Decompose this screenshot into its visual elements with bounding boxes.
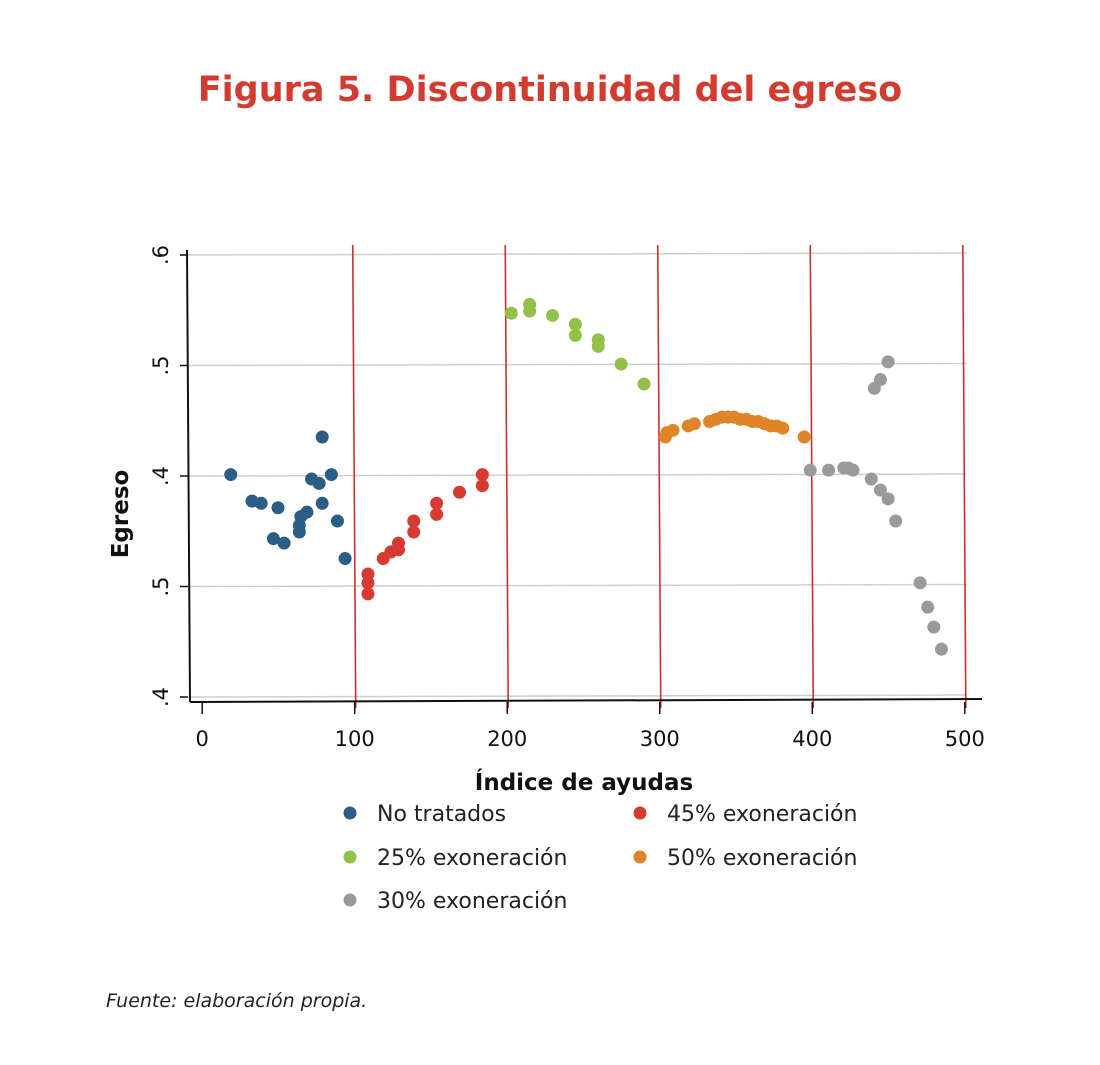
data-point [475,479,489,493]
legend-marker [343,893,357,907]
legend-marker [343,806,357,820]
data-point [934,642,948,656]
data-point [224,468,238,482]
data-point [568,328,582,342]
legend-label: 50% exoneración [667,846,857,871]
data-point [391,536,405,550]
data-point [324,468,338,482]
data-point [475,468,489,482]
x-tick-label: 300 [640,727,680,751]
data-point [338,552,352,566]
data-point [864,472,878,486]
x-tick-label: 200 [487,727,527,751]
legend-label: 30% exoneración [377,889,567,914]
data-point [430,507,444,521]
data-point [315,496,329,510]
data-point [312,476,326,490]
data-point [504,306,518,320]
legend-marker [633,850,647,864]
data-point [889,514,903,528]
data-point [913,576,927,590]
x-tick-label: 400 [792,727,832,751]
x-tick-label: 100 [335,727,375,751]
legend-marker [343,850,357,864]
data-point [873,373,887,387]
data-point [330,514,344,528]
x-axis [189,698,983,703]
y-tick-label: .4 [149,687,173,707]
data-point [277,536,291,550]
legend-label: 45% exoneración [667,802,857,827]
cutoff-line [656,244,662,709]
legend-label: No tratados [377,802,506,827]
data-point [546,308,560,322]
data-point [254,496,268,510]
cutoff-lines [351,244,967,709]
y-tick-label: .5 [149,576,173,596]
data-point [430,496,444,510]
legend-label: 25% exoneración [377,846,567,871]
data-point [927,620,941,634]
legend: No tratados 45% exoneración 25% exoneració… [343,802,857,914]
cutoff-line [504,244,510,709]
grid-line [187,473,968,477]
y-axis [186,249,191,703]
grid-lines [187,252,968,698]
data-point [315,430,329,444]
data-point [666,423,680,437]
data-point [300,505,314,519]
y-tick-label: .4 [149,466,173,486]
data-point [614,357,628,371]
data-point [881,355,895,369]
data-point [822,463,836,477]
data-points [224,297,948,656]
data-point [797,430,811,444]
cutoff-line [809,244,815,709]
data-point [803,463,817,477]
data-point [407,525,421,539]
data-point [687,417,701,431]
data-point [361,567,375,581]
data-point [921,600,935,614]
y-axis-title: Egreso [108,470,134,559]
x-axis-title: Índice de ayudas [475,768,693,796]
figure-title: Figura 5. Discontinuidad del egreso [197,70,903,110]
source-note: Fuente: elaboración propia. [106,990,368,1012]
data-point [452,485,466,499]
x-tick-label: 500 [945,727,985,751]
data-point [361,587,375,601]
grid-line [187,252,968,256]
legend-marker [633,806,647,820]
data-point [776,421,790,435]
grid-line [187,694,968,698]
axes: .4 .5 .4 .5 .6 0 100 200 300 400 500 Índice de ayud… [108,245,985,796]
data-point [846,463,860,477]
cutoff-line [961,244,967,709]
y-tick-label: .6 [149,245,173,265]
data-point [591,333,605,347]
data-point [881,492,895,506]
data-point [568,317,582,331]
data-point [637,377,651,391]
grid-line [187,362,968,367]
data-point [407,514,421,528]
data-point [523,297,537,311]
data-point [266,532,280,546]
x-tick-label: 0 [196,727,209,751]
y-tick-label: .5 [149,355,173,375]
data-point [873,483,887,497]
grid-line [187,583,968,588]
cutoff-line [351,244,357,709]
data-point [271,501,285,515]
